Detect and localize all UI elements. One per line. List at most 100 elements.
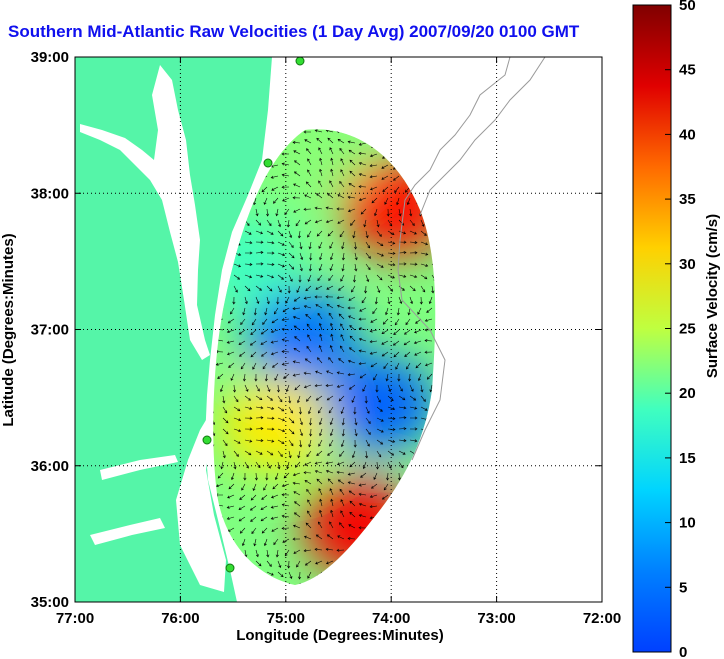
velocity-arrow: [308, 263, 312, 272]
velocity-arrow: [304, 219, 312, 225]
velocity-arrow: [317, 406, 323, 414]
velocity-arrow: [409, 274, 418, 278]
velocity-arrow: [348, 384, 356, 390]
velocity-arrow: [305, 285, 312, 292]
velocity-arrow: [244, 296, 248, 305]
x-tick-label: 74:00: [372, 610, 410, 627]
velocity-arrow: [329, 147, 334, 155]
velocity-arrow: [329, 439, 334, 447]
velocity-arrow: [340, 158, 345, 166]
velocity-arrow: [238, 516, 246, 522]
velocity-arrow: [330, 168, 334, 177]
velocity-arrow: [307, 158, 312, 166]
velocity-arrow: [239, 494, 246, 500]
velocity-arrow: [261, 494, 268, 500]
velocity-arrow: [230, 472, 235, 481]
velocity-arrow: [376, 219, 380, 228]
velocity-arrow: [292, 481, 301, 485]
colorbar-tick-label: 40: [679, 126, 696, 143]
velocity-arrow: [244, 427, 253, 431]
velocity-region: [220, 376, 331, 473]
velocity-arrow: [266, 384, 271, 393]
velocity-arrow: [396, 197, 400, 206]
velocity-arrow: [387, 439, 396, 443]
velocity-arrow: [239, 351, 246, 357]
velocity-arrow: [272, 362, 279, 368]
river-inlet: [90, 518, 165, 545]
velocity-arrow: [327, 230, 334, 237]
velocity-arrow: [232, 384, 237, 393]
velocity-arrow: [227, 494, 235, 499]
velocity-arrow: [381, 175, 389, 180]
velocity-arrow: [281, 162, 290, 166]
velocity-arrow: [255, 250, 264, 255]
velocity-arrow: [307, 230, 312, 238]
velocity-arrow: [398, 384, 403, 392]
velocity-arrow: [337, 219, 345, 224]
velocity-arrow: [217, 373, 224, 379]
velocity-arrow: [298, 571, 302, 580]
velocity-arrow: [415, 362, 422, 369]
velocity-arrow: [240, 362, 246, 370]
velocity-arrow: [288, 274, 293, 282]
velocity-arrow: [314, 206, 323, 210]
velocity-arrow: [255, 549, 259, 558]
velocity-arrow: [262, 318, 268, 325]
velocity-arrow: [270, 329, 279, 333]
velocity-arrow: [315, 370, 323, 375]
velocity-arrow: [213, 406, 215, 415]
velocity-arrow: [370, 318, 378, 323]
velocity-arrow: [318, 344, 323, 353]
velocity-arrow: [329, 417, 334, 426]
velocity-arrow: [365, 439, 370, 447]
velocity-arrow: [426, 373, 433, 380]
velocity-arrow: [275, 208, 279, 217]
velocity-arrow: [358, 185, 367, 189]
station-marker: [295, 56, 305, 66]
velocity-arrow: [369, 164, 378, 168]
velocity-arrow: [387, 406, 396, 411]
velocity-arrow: [369, 494, 378, 498]
velocity-arrow: [288, 439, 294, 447]
river-inlet: [100, 455, 178, 480]
velocity-arrow: [374, 296, 378, 305]
velocity-arrow: [408, 373, 412, 382]
velocity-arrow: [307, 510, 312, 518]
velocity-arrow: [348, 315, 356, 320]
velocity-arrow: [374, 208, 378, 217]
velocity-arrow: [365, 450, 369, 459]
velocity-arrow: [266, 230, 274, 235]
velocity-arrow: [270, 175, 279, 179]
velocity-arrow: [244, 395, 251, 401]
velocity-arrow: [398, 461, 404, 469]
velocity-arrow: [424, 318, 433, 322]
velocity-arrow: [338, 285, 345, 291]
velocity-arrow: [361, 296, 367, 304]
velocity-arrow: [303, 549, 312, 553]
velocity-arrow: [260, 329, 268, 335]
velocity-arrow: [233, 274, 241, 280]
velocity-arrow: [222, 417, 229, 424]
velocity-arrow: [277, 428, 286, 433]
velocity-arrow: [318, 263, 323, 272]
velocity-arrow: [337, 535, 345, 540]
velocity-arrow: [306, 345, 312, 353]
velocity-arrow: [230, 307, 235, 315]
velocity-arrow: [292, 306, 301, 311]
velocity-arrow: [325, 469, 334, 474]
velocity-arrow: [274, 307, 279, 315]
velocity-arrow: [281, 185, 290, 189]
velocity-arrow: [270, 505, 279, 509]
velocity-arrow: [358, 483, 367, 487]
velocity-arrow: [348, 490, 356, 496]
velocity-arrow: [419, 296, 423, 305]
velocity-arrow: [303, 296, 312, 300]
velocity-arrow: [249, 340, 257, 346]
velocity-arrow: [260, 505, 268, 510]
velocity-arrow: [369, 153, 378, 158]
velocity-arrow: [303, 371, 312, 375]
velocity-arrow: [293, 549, 301, 554]
velocity-arrow: [299, 252, 304, 261]
velocity-arrow: [316, 230, 323, 237]
velocity-arrow: [255, 438, 264, 443]
